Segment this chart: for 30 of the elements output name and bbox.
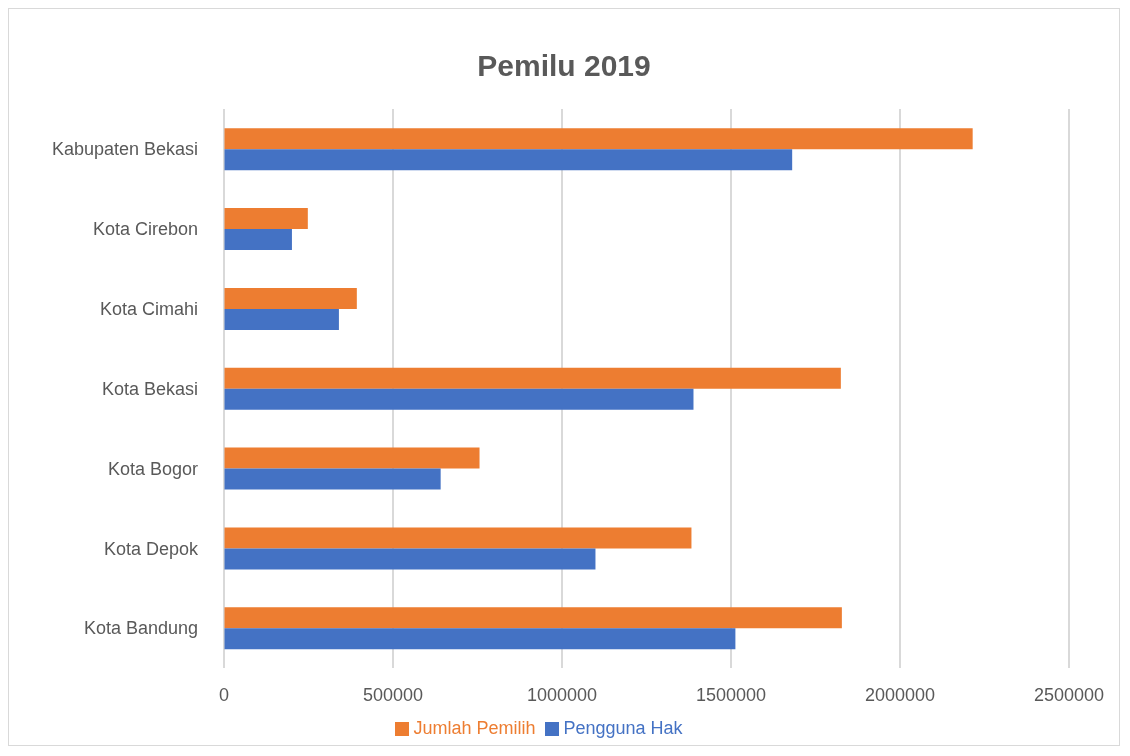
bar xyxy=(224,468,441,490)
y-tick-label: Kota Bandung xyxy=(83,618,198,639)
bar xyxy=(224,149,793,171)
bar xyxy=(224,447,480,469)
x-tick-label: 1000000 xyxy=(526,684,598,705)
chart-title: Pemilu 2019 xyxy=(476,49,652,84)
y-tick-label: Kota Cimahi xyxy=(99,299,198,320)
bar xyxy=(224,388,694,410)
bar xyxy=(224,128,973,150)
x-tick-label: 2500000 xyxy=(1033,684,1105,705)
y-tick-label: Kota Bogor xyxy=(107,458,198,479)
x-tick-label: 1500000 xyxy=(695,684,767,705)
bar xyxy=(224,229,292,251)
bar xyxy=(224,287,357,309)
bar xyxy=(224,548,596,570)
legend-label: Jumlah Pemilih xyxy=(413,718,536,738)
y-tick-label: Kota Cirebon xyxy=(92,219,198,240)
y-tick-label: Kabupaten Bekasi xyxy=(51,139,198,160)
bar xyxy=(224,367,841,389)
y-tick-label: Kota Depok xyxy=(103,538,199,559)
bar xyxy=(224,308,339,330)
legend-label: Pengguna Hak xyxy=(563,718,683,738)
x-tick-label: 500000 xyxy=(362,684,424,705)
bar xyxy=(224,208,308,230)
bar xyxy=(224,527,692,549)
bar xyxy=(224,628,736,650)
x-tick-label: 0 xyxy=(218,684,230,705)
bar xyxy=(224,607,842,629)
x-tick-label: 2000000 xyxy=(864,684,936,705)
y-tick-label: Kota Bekasi xyxy=(101,378,198,399)
